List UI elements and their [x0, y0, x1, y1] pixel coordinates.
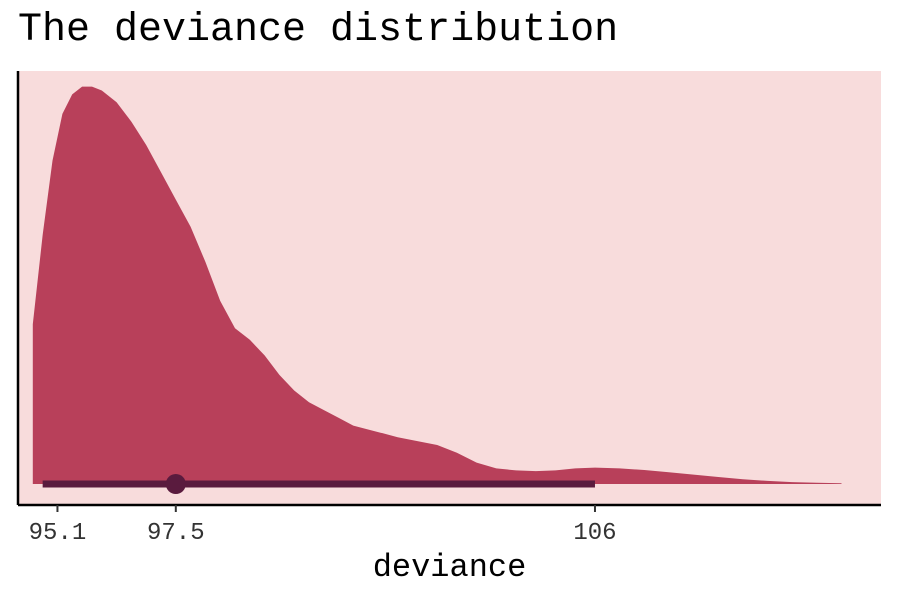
x-tick-label: 97.5: [147, 520, 205, 547]
x-axis-ticks: 95.1 97.5 106: [29, 505, 617, 547]
x-tick-label: 95.1: [29, 520, 87, 547]
x-axis-title: deviance: [373, 549, 527, 586]
density-area: [32, 86, 842, 484]
chart-title: The deviance distribution: [18, 8, 619, 53]
point-estimate-dot: [165, 474, 186, 494]
x-tick-label: 106: [573, 520, 616, 547]
